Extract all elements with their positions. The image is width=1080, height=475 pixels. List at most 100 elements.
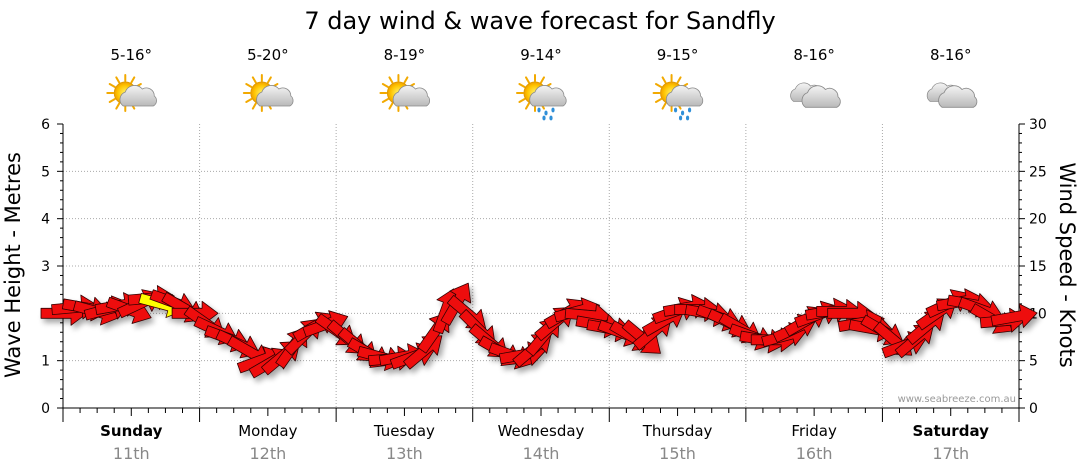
sun-ray <box>115 76 121 84</box>
sun-ray <box>540 76 545 84</box>
sun-ray <box>381 83 390 88</box>
temperature-label: 5-16° <box>111 46 153 64</box>
day-date-label: 15th <box>659 444 696 463</box>
day-name-label: Friday <box>791 422 837 440</box>
partly-cloudy-icon <box>106 74 157 112</box>
cloud-path <box>119 85 157 107</box>
day-name-label: Sunday <box>100 422 163 440</box>
credit-text: www.seabreeze.com.au <box>898 394 1016 405</box>
x-axis: Sunday 11th Monday 12th Tuesday 13th Wednesday… <box>62 407 1020 463</box>
temperature-label: 8-19° <box>384 46 426 64</box>
partly-cloudy-icon <box>242 74 294 112</box>
sun-ray <box>676 76 682 84</box>
left-tick-label: 4 <box>41 212 50 228</box>
grid <box>63 124 1019 408</box>
cloud-path <box>801 85 841 108</box>
left-tick-label: 1 <box>41 354 50 370</box>
temperature-label: 9-14° <box>520 46 562 64</box>
day-name-label: Thursday <box>642 422 713 440</box>
raindrop <box>542 115 546 121</box>
cloudy-icon <box>790 82 841 108</box>
day-date-label: 12th <box>249 444 286 463</box>
left-tick-label: 3 <box>41 259 50 275</box>
cloud-shape <box>529 85 567 107</box>
sun-ray <box>381 98 390 103</box>
day-name-label: Monday <box>238 422 297 440</box>
raindrop <box>678 115 683 121</box>
cloud-path <box>529 85 567 107</box>
left-axis: 0123456 <box>41 117 64 417</box>
sun-ray <box>403 76 409 84</box>
right-axis: 0 5 10 15 20 25 30 <box>1018 117 1047 417</box>
partly-cloudy-icon <box>379 74 431 112</box>
day-date-label: 16th <box>796 444 833 463</box>
left-tick-label: 6 <box>41 117 50 133</box>
raindrop <box>687 107 692 113</box>
sun-ray <box>661 102 667 110</box>
cloud-shape <box>801 85 841 108</box>
sun-ray <box>388 76 394 84</box>
raindrop <box>537 107 541 113</box>
chart-title: 7 day wind & wave forecast for Sandfly <box>304 7 775 35</box>
day-name-label: Saturday <box>913 422 990 440</box>
sun-ray <box>115 102 121 110</box>
sun-ray <box>388 102 394 110</box>
right-tick-label: 20 <box>1029 212 1047 228</box>
sun-ray <box>654 83 663 88</box>
right-tick-label: 0 <box>1029 401 1038 417</box>
temperature-label: 8-16° <box>930 46 972 64</box>
raindrop <box>673 107 678 113</box>
showers-icon <box>516 74 567 121</box>
sun-ray <box>518 83 526 88</box>
raindrop <box>685 115 690 121</box>
left-tick-label: 5 <box>41 164 50 180</box>
raindrop <box>544 110 548 116</box>
sun-ray <box>525 102 530 110</box>
sun-ray <box>251 76 257 84</box>
right-tick-label: 5 <box>1029 354 1038 370</box>
cloudy-icon <box>926 82 978 108</box>
right-tick-label: 15 <box>1029 259 1047 275</box>
right-axis-title: Wind Speed - Knots <box>1055 162 1079 367</box>
right-tick-label: 10 <box>1029 306 1047 322</box>
sun-ray <box>654 98 663 103</box>
cloud-shape <box>665 85 704 107</box>
day-name-label: Wednesday <box>498 422 585 440</box>
raindrop <box>680 110 685 116</box>
cloud-shape <box>256 85 294 107</box>
sun-ray <box>108 98 116 103</box>
left-axis-title: Wave Height - Metres <box>1 152 25 378</box>
right-tick-label: 25 <box>1029 164 1047 180</box>
raindrop <box>549 115 553 121</box>
cloud-shape <box>938 85 978 108</box>
temperature-label: 8-16° <box>793 46 835 64</box>
day-date-label: 13th <box>386 444 423 463</box>
wind-series <box>40 282 1038 379</box>
sun-ray <box>108 83 116 88</box>
sun-ray <box>525 76 530 84</box>
cloud-shape <box>392 85 431 107</box>
sun-ray <box>245 98 253 103</box>
temperature-label: 9-15° <box>657 46 699 64</box>
sun-ray <box>661 76 667 84</box>
cloud-path <box>938 85 978 108</box>
day-date-label: 17th <box>932 444 969 463</box>
sun-ray <box>245 83 253 88</box>
right-tick-label: 30 <box>1029 117 1047 133</box>
cloud-path <box>256 85 294 107</box>
cloud-path <box>665 85 704 107</box>
sun-ray <box>130 76 136 84</box>
cloud-path <box>392 85 431 107</box>
wind-arrow <box>990 303 1038 328</box>
sun-ray <box>518 98 526 103</box>
showers-icon <box>652 74 704 121</box>
sun-ray <box>251 102 257 110</box>
temperature-label: 5-20° <box>247 46 289 64</box>
day-name-label: Tuesday <box>373 422 435 440</box>
cloud-shape <box>119 85 157 107</box>
raindrop <box>551 107 555 113</box>
day-date-label: 11th <box>113 444 150 463</box>
sun-ray <box>266 76 272 84</box>
left-tick-label: 0 <box>41 401 50 417</box>
